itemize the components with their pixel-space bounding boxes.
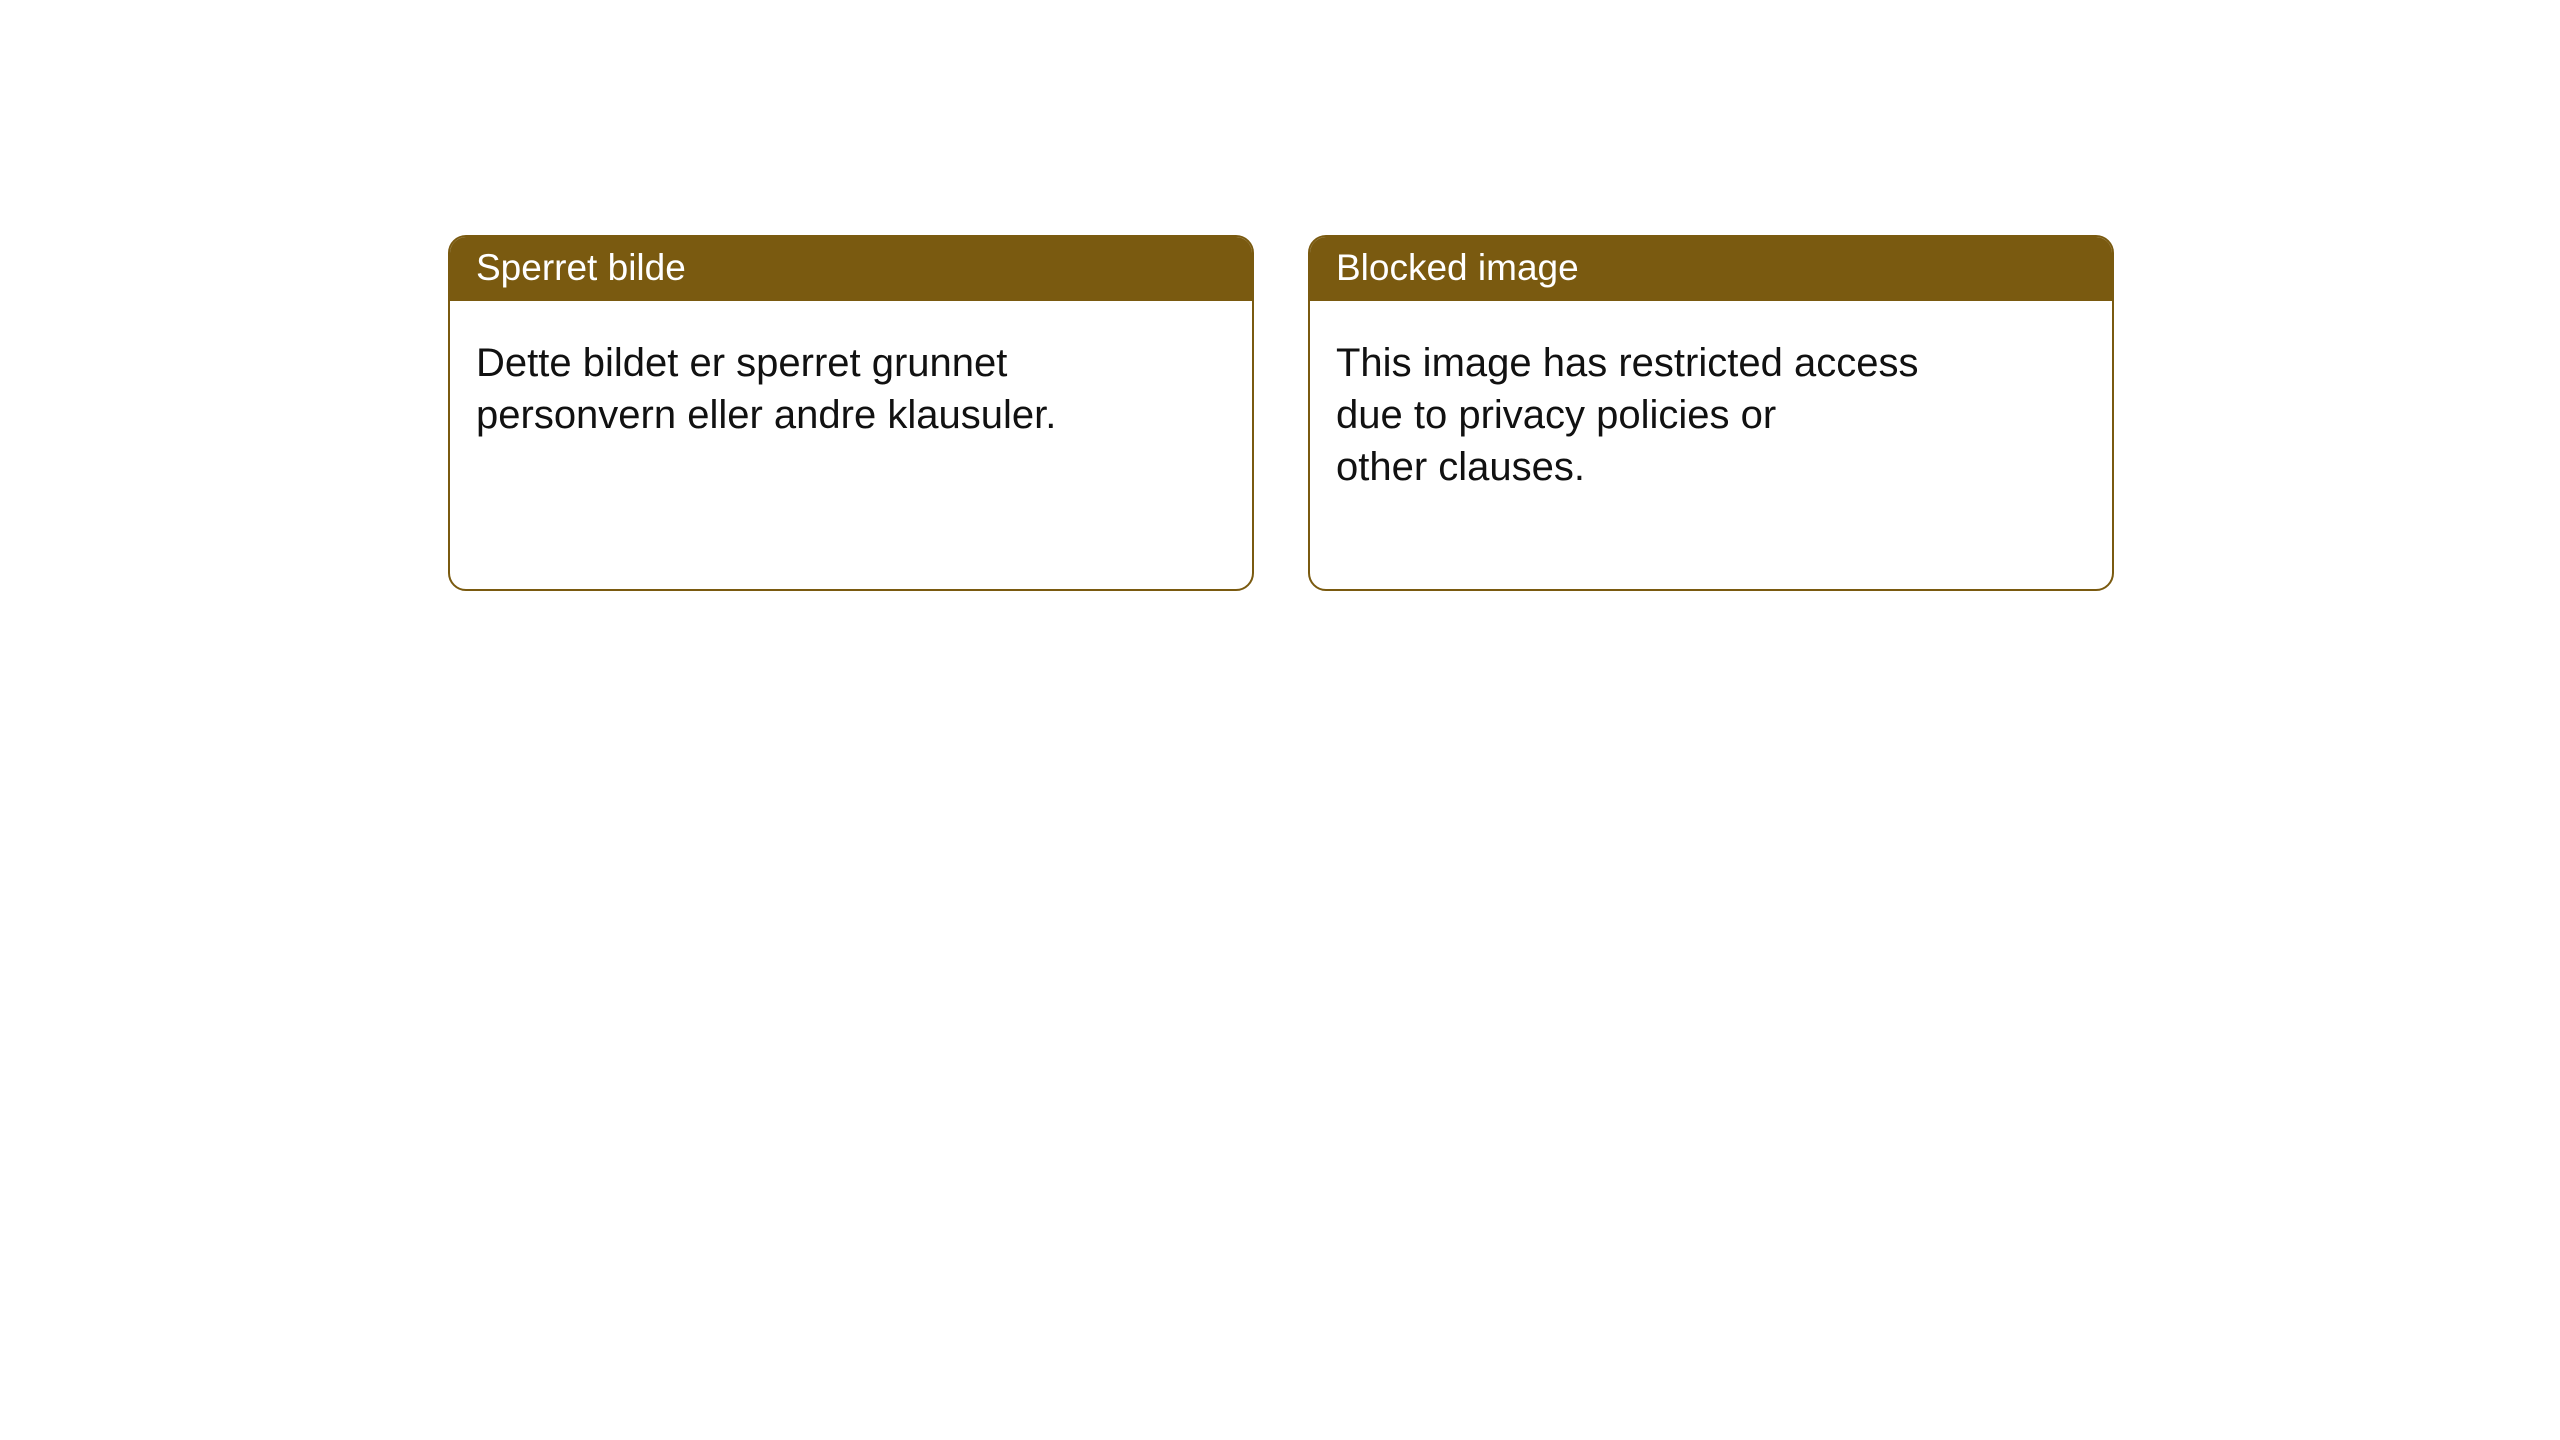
notice-body: This image has restricted access due to …	[1310, 301, 2112, 589]
notice-body: Dette bildet er sperret grunnet personve…	[450, 301, 1252, 537]
notice-header: Blocked image	[1310, 237, 2112, 301]
notice-container: Sperret bilde Dette bildet er sperret gr…	[0, 0, 2560, 591]
notice-header: Sperret bilde	[450, 237, 1252, 301]
notice-card-norwegian: Sperret bilde Dette bildet er sperret gr…	[448, 235, 1254, 591]
notice-card-english: Blocked image This image has restricted …	[1308, 235, 2114, 591]
